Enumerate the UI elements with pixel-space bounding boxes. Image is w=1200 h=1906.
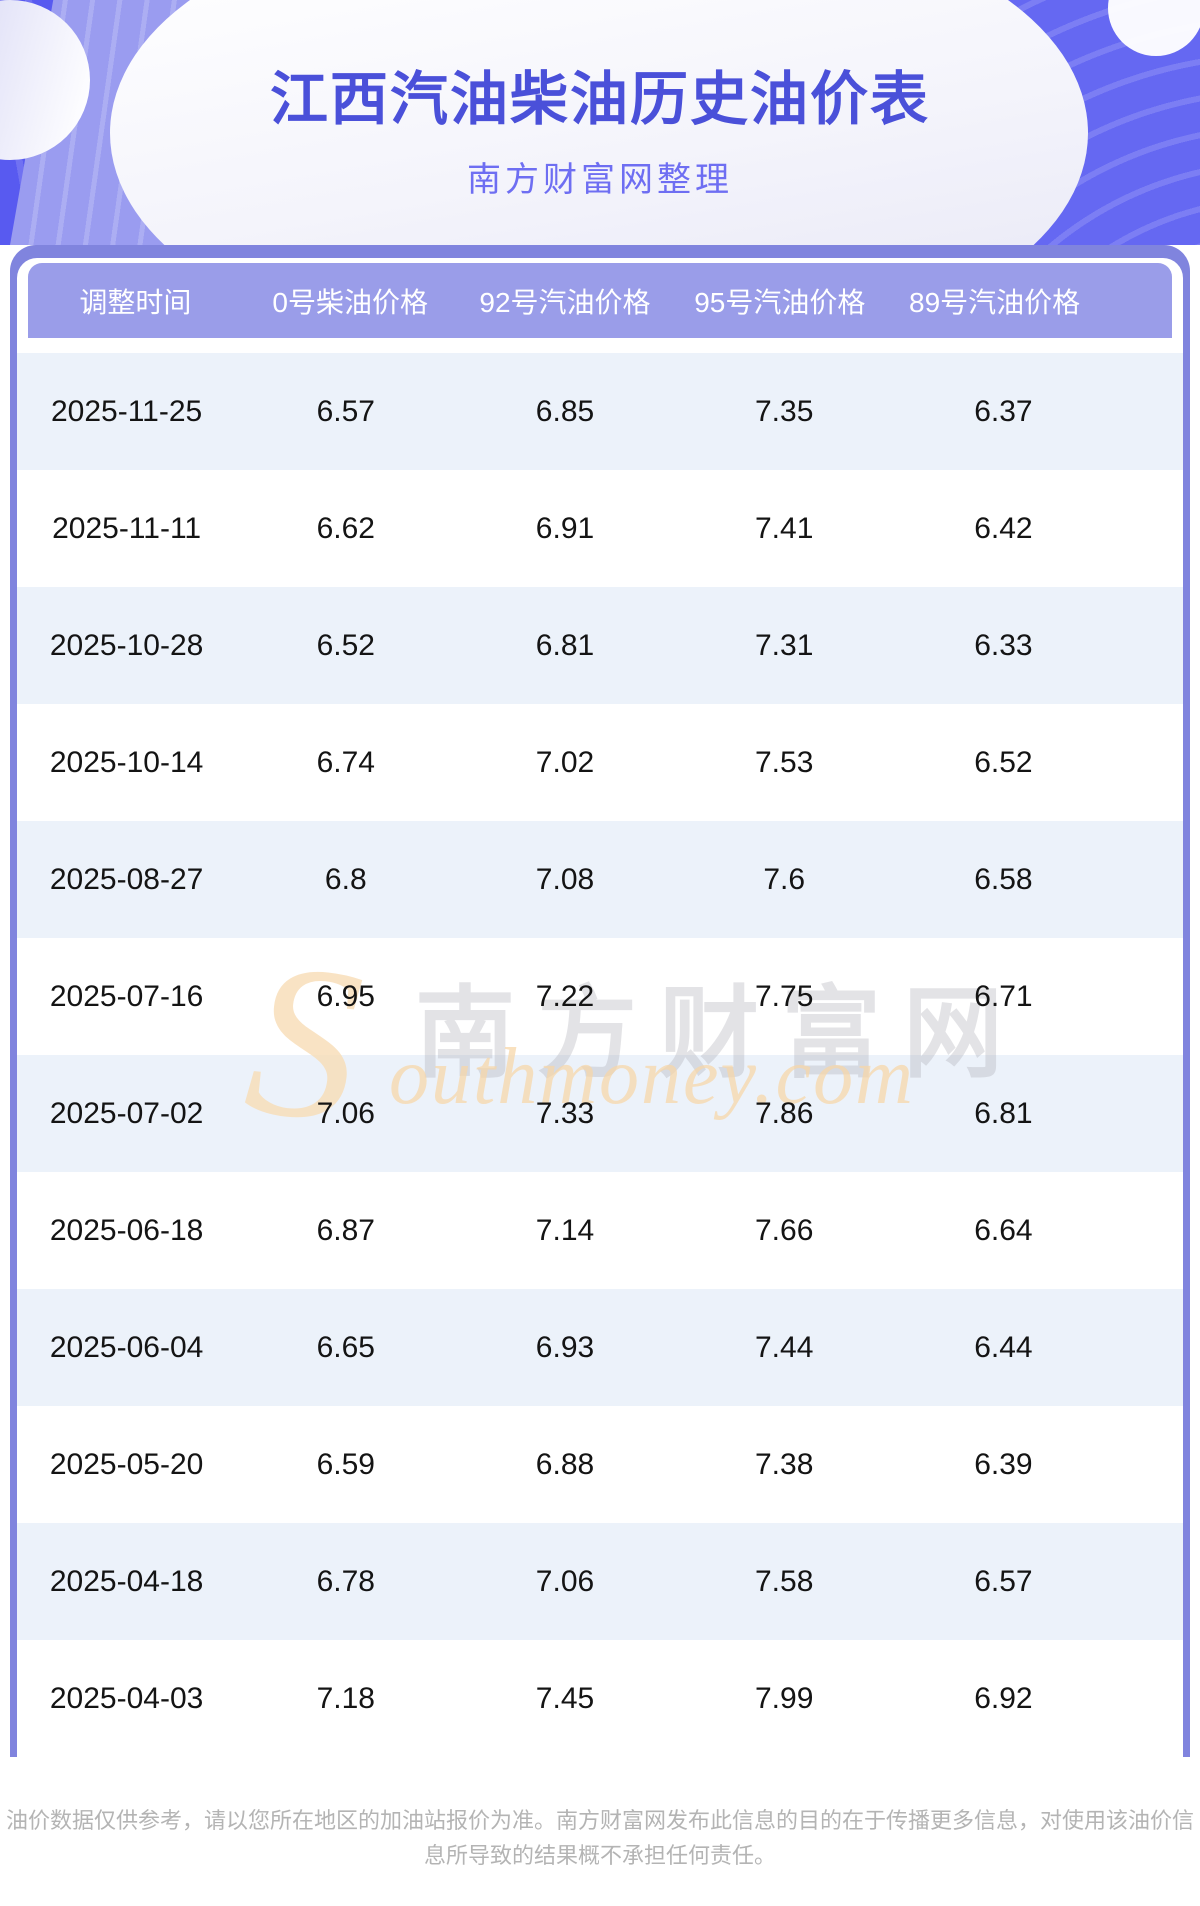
column-header: 调整时间 (79, 286, 192, 318)
price-cell: 6.44 (974, 1330, 1033, 1364)
date-cell: 2025-06-04 (49, 1330, 204, 1364)
date-cell: 2025-07-16 (49, 979, 204, 1013)
price-cell: 6.71 (974, 979, 1033, 1013)
price-cell: 6.57 (316, 394, 375, 428)
table-row: 2025-11-25 6.57 6.85 7.35 6.37 (17, 353, 1183, 470)
price-cell: 7.53 (755, 745, 814, 779)
table-row: 2025-07-16 6.95 7.22 7.75 6.71 (17, 938, 1183, 1055)
price-cell: 6.78 (316, 1564, 375, 1598)
price-cell: 6.65 (316, 1330, 375, 1364)
table-row: 2025-08-27 6.8 7.08 7.6 6.58 (17, 821, 1183, 938)
price-cell: 7.58 (755, 1564, 814, 1598)
price-cell: 6.52 (974, 745, 1033, 779)
price-cell: 7.6 (763, 862, 806, 896)
price-cell: 6.92 (974, 1681, 1033, 1715)
price-cell: 7.44 (755, 1330, 814, 1364)
decor-white-dome (110, 0, 1088, 245)
table-card: 调整时间 0号柴油价格 92号汽油价格 95号汽油价格 89号汽油价格 S 南方财富网 … (17, 258, 1183, 1757)
page-title: 江西汽油柴油历史油价表 (269, 67, 930, 132)
price-cell: 6.87 (316, 1213, 375, 1247)
price-cell: 6.33 (974, 628, 1033, 662)
price-cell: 7.45 (535, 1681, 595, 1715)
disclaimer-line-1: 油价数据仅供参考，请以您所在地区的加油站报价为准。南方财富网发布此信息的目的在于… (5, 1808, 1194, 1833)
price-cell: 7.66 (755, 1213, 814, 1247)
price-cell: 6.95 (316, 979, 375, 1013)
disclaimer: 油价数据仅供参考，请以您所在地区的加油站报价为准。南方财富网发布此信息的目的在于… (0, 1757, 1200, 1905)
price-cell: 7.18 (316, 1681, 375, 1715)
price-cell: 7.06 (535, 1564, 595, 1598)
date-cell: 2025-04-18 (49, 1564, 204, 1598)
price-cell: 7.41 (755, 511, 814, 545)
column-header: 95号汽油价格 (694, 286, 866, 318)
table-outer-band: 调整时间 0号柴油价格 92号汽油价格 95号汽油价格 89号汽油价格 S 南方财富网 … (10, 245, 1190, 1757)
price-cell: 6.64 (974, 1213, 1033, 1247)
hero-banner: 江西汽油柴油历史油价表 南方财富网整理 (0, 0, 1200, 245)
price-cell: 7.75 (755, 979, 814, 1013)
table-row: 2025-04-03 7.18 7.45 7.99 6.92 (17, 1640, 1183, 1757)
price-cell: 6.52 (316, 628, 375, 662)
price-cell: 7.38 (755, 1447, 814, 1481)
price-cell: 6.74 (316, 745, 375, 779)
column-header: 89号汽油价格 (909, 286, 1081, 318)
price-cell: 6.58 (974, 862, 1033, 896)
table-row: 2025-06-04 6.65 6.93 7.44 6.44 (17, 1289, 1183, 1406)
price-cell: 6.81 (974, 1096, 1033, 1130)
price-cell: 7.35 (755, 394, 814, 428)
price-cell: 6.57 (974, 1564, 1033, 1598)
column-header: 92号汽油价格 (479, 286, 651, 318)
table-row: 2025-10-14 6.74 7.02 7.53 6.52 (17, 704, 1183, 821)
table-body: S 南方财富网 outhmoney.com 2025-11-25 6.57 6.85… (17, 353, 1183, 1757)
price-cell: 7.14 (535, 1213, 595, 1247)
disclaimer-line-2: 息所导致的结果概不承担任何责任。 (423, 1843, 776, 1868)
price-cell: 7.06 (316, 1096, 375, 1130)
price-cell: 6.81 (535, 628, 595, 662)
price-cell: 7.08 (535, 862, 595, 896)
price-cell: 6.62 (316, 511, 375, 545)
date-cell: 2025-08-27 (49, 862, 204, 896)
date-cell: 2025-10-28 (49, 628, 204, 662)
price-cell: 6.42 (974, 511, 1033, 545)
hero-text: 江西汽油柴油历史油价表 南方财富网整理 (0, 0, 1200, 201)
table-row: 2025-10-28 6.52 6.81 7.31 6.33 (17, 587, 1183, 704)
price-cell: 7.33 (535, 1096, 595, 1130)
table-row: 2025-11-11 6.62 6.91 7.41 6.42 (17, 470, 1183, 587)
price-cell: 6.8 (324, 862, 367, 896)
date-cell: 2025-04-03 (49, 1681, 204, 1715)
date-cell: 2025-11-11 (52, 511, 202, 545)
price-cell: 7.22 (535, 979, 595, 1013)
price-cell: 6.59 (316, 1447, 375, 1481)
price-cell: 6.85 (535, 394, 595, 428)
table-row: 2025-06-18 6.87 7.14 7.66 6.64 (17, 1172, 1183, 1289)
price-cell: 6.39 (974, 1447, 1033, 1481)
page-subtitle: 南方财富网整理 (467, 161, 733, 199)
price-cell: 6.93 (535, 1330, 595, 1364)
price-cell: 6.91 (535, 511, 595, 545)
table-row: 2025-04-18 6.78 7.06 7.58 6.57 (17, 1523, 1183, 1640)
column-header: 0号柴油价格 (272, 286, 428, 318)
date-cell: 2025-11-25 (50, 394, 203, 428)
date-cell: 2025-05-20 (49, 1447, 204, 1481)
price-cell: 6.88 (535, 1447, 595, 1481)
date-cell: 2025-07-02 (49, 1096, 204, 1130)
date-cell: 2025-06-18 (49, 1213, 204, 1247)
price-cell: 7.02 (535, 745, 595, 779)
price-cell: 7.31 (755, 628, 814, 662)
price-cell: 7.99 (755, 1681, 814, 1715)
price-cell: 6.37 (974, 394, 1033, 428)
price-cell: 7.86 (755, 1096, 814, 1130)
table-row: 2025-07-02 7.06 7.33 7.86 6.81 (17, 1055, 1183, 1172)
table-row: 2025-05-20 6.59 6.88 7.38 6.39 (17, 1406, 1183, 1523)
table-header-row: 调整时间 0号柴油价格 92号汽油价格 95号汽油价格 89号汽油价格 (28, 263, 1172, 338)
date-cell: 2025-10-14 (49, 745, 204, 779)
